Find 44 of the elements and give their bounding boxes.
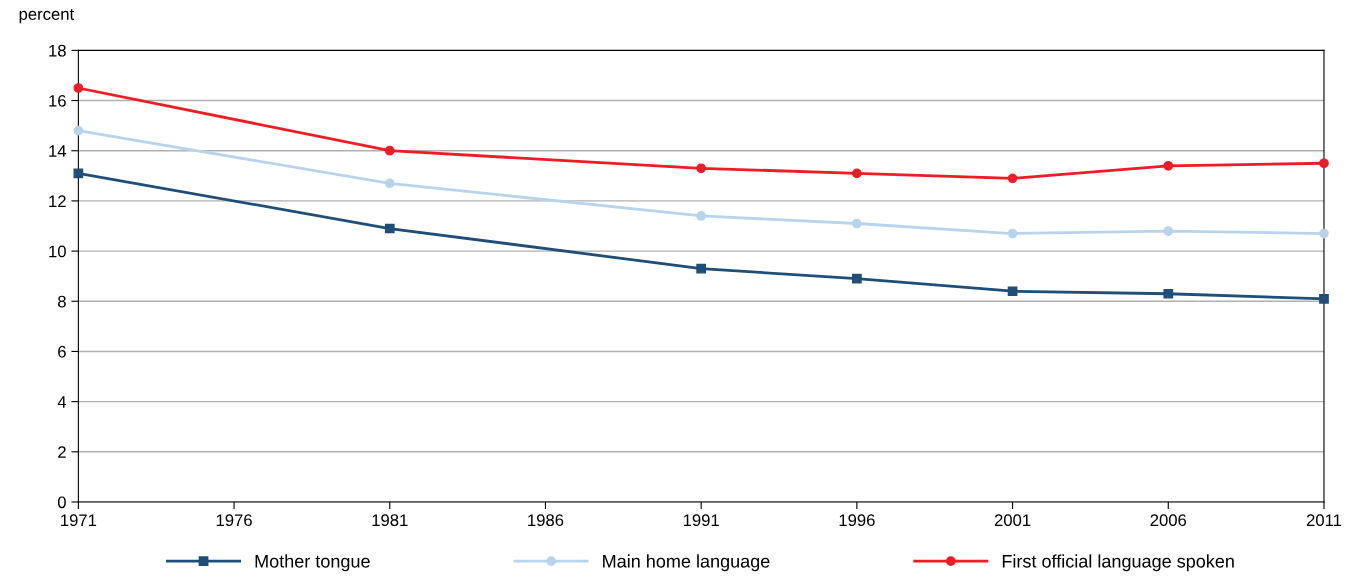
point — [852, 218, 862, 229]
x-tick-label: 1981 — [372, 514, 408, 527]
x-tick-label: 1996 — [839, 514, 875, 527]
x-tick-label: 1971 — [61, 514, 97, 527]
x-tick-label: 1991 — [683, 514, 719, 527]
point — [1007, 228, 1018, 239]
point — [696, 263, 707, 274]
point — [1007, 286, 1018, 297]
legend-label: Main home language — [603, 554, 770, 572]
legend-label: First official language spoken — [1002, 554, 1234, 572]
y-axis-title: percent — [19, 9, 75, 24]
point — [384, 223, 395, 234]
x-tick-label: 1986 — [528, 514, 564, 527]
x-tick-label: 2011 — [1306, 514, 1342, 527]
y-tick-label: 18 — [49, 44, 66, 57]
point — [1163, 226, 1174, 236]
y-tick-label: 2 — [58, 446, 66, 458]
x-tick-label: 2001 — [994, 514, 1031, 527]
point — [73, 168, 84, 179]
legend-label: Mother tongue — [255, 554, 370, 572]
y-tick-label: 12 — [49, 195, 66, 207]
point — [384, 145, 395, 156]
point — [1163, 288, 1174, 299]
point — [852, 273, 862, 284]
point — [696, 211, 707, 221]
y-tick-label: 8 — [58, 295, 66, 308]
y-tick-label: 0 — [57, 496, 66, 509]
point — [1319, 293, 1329, 304]
point — [73, 83, 84, 93]
point — [73, 125, 84, 136]
y-tick-label: 14 — [49, 145, 67, 157]
point — [1007, 173, 1018, 184]
x-tick-label: 1976 — [216, 514, 252, 527]
point — [852, 168, 862, 179]
point — [1319, 158, 1329, 169]
point — [696, 163, 707, 174]
y-tick-label: 16 — [49, 94, 66, 107]
y-tick-label: 6 — [58, 345, 66, 358]
point — [1319, 228, 1329, 239]
point — [384, 178, 395, 189]
y-tick-label: 4 — [57, 396, 67, 408]
y-tick-label: 10 — [49, 245, 66, 258]
x-tick-label: 2006 — [1150, 514, 1187, 527]
point — [1163, 160, 1174, 171]
